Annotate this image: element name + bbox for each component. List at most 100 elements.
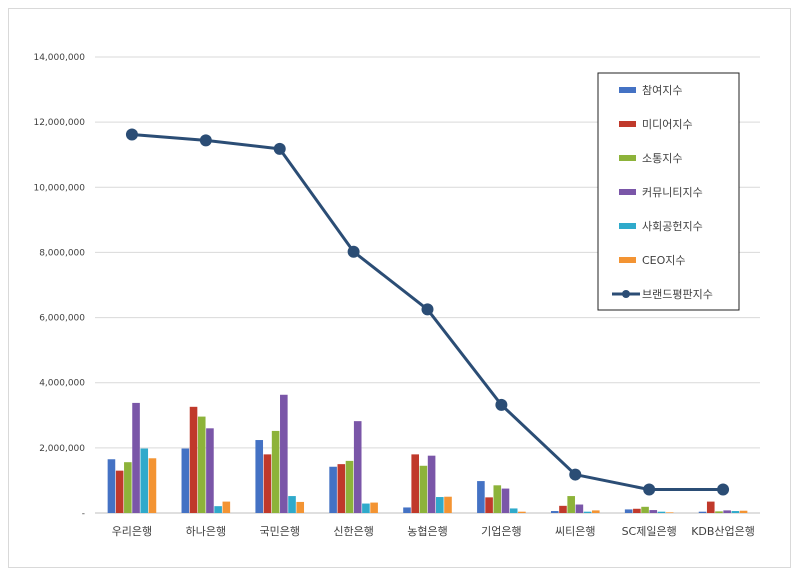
y-tick-label: 12,000,000 (33, 118, 85, 128)
bar (444, 496, 452, 513)
bar (649, 510, 658, 513)
bar (657, 511, 666, 513)
bar (419, 465, 428, 513)
bar (329, 466, 337, 513)
bar (337, 464, 346, 513)
y-tick-label: 10,000,000 (33, 183, 85, 193)
y-tick-label: - (82, 509, 85, 519)
line-point (717, 483, 730, 496)
legend-swatch (619, 189, 636, 195)
bar (362, 503, 370, 513)
bar (485, 497, 493, 513)
bar (501, 488, 510, 513)
bar (493, 485, 502, 513)
bar (665, 512, 674, 513)
bar (206, 428, 214, 513)
bar (214, 506, 222, 513)
bar (706, 501, 715, 513)
legend-swatch (619, 257, 636, 263)
bar (427, 455, 436, 513)
line-point (125, 128, 138, 141)
legend-label: CEO지수 (642, 254, 686, 267)
bar (222, 501, 231, 513)
legend-label: 사회공헌지수 (642, 220, 703, 233)
bar (591, 510, 600, 513)
x-tick-label: 우리은행 (112, 525, 152, 538)
bar (148, 458, 157, 513)
bar (723, 510, 731, 513)
bar (197, 416, 206, 513)
legend-swatch (619, 155, 636, 161)
bar (633, 508, 641, 513)
bar (624, 509, 633, 513)
legend-label: 커뮤니티지수 (642, 186, 703, 199)
line-point (495, 398, 508, 411)
x-tick-label: 농협은행 (407, 525, 447, 538)
bar (550, 511, 559, 513)
bar (739, 510, 748, 513)
bar (271, 430, 280, 513)
line-series (125, 128, 730, 496)
legend-label: 소통지수 (642, 152, 682, 165)
bar (189, 406, 198, 513)
legend-label: 브랜드평판지수 (642, 288, 713, 301)
bars (107, 394, 748, 513)
x-tick-label: KDB산업은행 (691, 525, 755, 538)
bar (124, 462, 132, 513)
bar (509, 508, 518, 513)
x-tick-label: 국민은행 (259, 525, 299, 538)
legend-marker (622, 290, 630, 298)
line-point (643, 483, 656, 496)
y-tick-label: 2,000,000 (39, 444, 85, 454)
x-tick-label: 신한은행 (333, 525, 373, 538)
bar (698, 511, 707, 513)
line-point (569, 468, 582, 481)
y-tick-label: 6,000,000 (39, 314, 85, 324)
bar (567, 496, 575, 513)
y-tick-label: 4,000,000 (39, 379, 85, 389)
bar (345, 460, 354, 513)
x-tick-label: 하나은행 (186, 524, 226, 538)
bar (731, 511, 740, 513)
bar (288, 496, 296, 513)
bar (181, 448, 190, 513)
bar (255, 440, 264, 513)
bar (107, 459, 116, 513)
bar (280, 394, 288, 513)
bar (263, 454, 272, 513)
x-tick-label: SC제일은행 (622, 524, 677, 538)
bar (559, 505, 567, 513)
bar (641, 506, 649, 513)
bar (115, 470, 124, 513)
x-tick-label: 기업은행 (481, 525, 521, 538)
y-tick-label: 8,000,000 (39, 248, 85, 258)
legend-label: 미디어지수 (642, 118, 693, 131)
bar (715, 511, 723, 513)
bar (583, 511, 592, 513)
line-point (347, 245, 360, 258)
bar (403, 507, 411, 513)
x-axis-labels: 우리은행 하나은행 국민은행 신한은행 농협은행 기업은행 씨티은행 SC제일은행 KDB산업은… (112, 524, 755, 538)
bar (296, 501, 305, 513)
bar (518, 511, 526, 513)
y-axis: - 2,000,000 4,000,000 6,000,000 8,000,000 10,… (33, 53, 85, 519)
legend-label: 참여지수 (642, 84, 682, 97)
y-tick-label: 14,000,000 (33, 53, 85, 63)
bar (140, 448, 149, 513)
bar (575, 504, 584, 513)
line-point (421, 303, 434, 316)
x-tick-label: 씨티은행 (555, 525, 595, 538)
bar (411, 454, 419, 513)
bar (477, 481, 485, 513)
legend-swatch (619, 87, 636, 93)
line-point (199, 134, 212, 147)
bar (132, 402, 140, 513)
bar (370, 502, 378, 513)
bar (436, 497, 444, 513)
legend-swatch (619, 121, 636, 127)
legend-swatch (619, 223, 636, 229)
bar (353, 421, 362, 513)
line-point (273, 142, 286, 155)
